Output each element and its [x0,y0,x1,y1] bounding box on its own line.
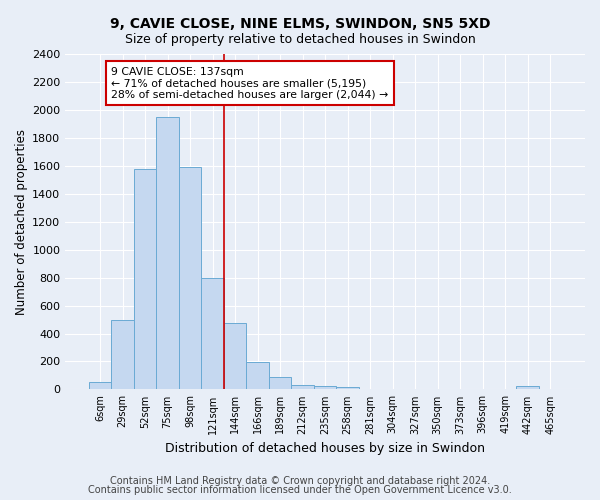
Title: 9, CAVIE CLOSE, NINE ELMS, SWINDON, SN5 5XD
Size of property relative to detache: 9, CAVIE CLOSE, NINE ELMS, SWINDON, SN5 … [0,499,1,500]
Text: 9 CAVIE CLOSE: 137sqm
← 71% of detached houses are smaller (5,195)
28% of semi-d: 9 CAVIE CLOSE: 137sqm ← 71% of detached … [112,66,389,100]
Y-axis label: Number of detached properties: Number of detached properties [15,128,28,314]
Bar [202,278,224,390]
Bar [89,382,112,390]
Text: 9, CAVIE CLOSE, NINE ELMS, SWINDON, SN5 5XD: 9, CAVIE CLOSE, NINE ELMS, SWINDON, SN5 … [110,18,490,32]
Bar [179,167,202,390]
Bar [247,362,269,390]
Bar [134,168,157,390]
Bar [112,320,134,390]
Bar [292,384,314,390]
Bar [337,388,359,390]
Text: Size of property relative to detached houses in Swindon: Size of property relative to detached ho… [125,33,475,46]
Bar [157,117,179,390]
Bar [269,377,292,390]
X-axis label: Distribution of detached houses by size in Swindon: Distribution of detached houses by size … [165,442,485,455]
Text: Contains HM Land Registry data © Crown copyright and database right 2024.: Contains HM Land Registry data © Crown c… [110,476,490,486]
Bar [314,386,337,390]
Bar [224,323,247,390]
Text: Contains public sector information licensed under the Open Government Licence v3: Contains public sector information licen… [88,485,512,495]
Bar [517,386,539,390]
